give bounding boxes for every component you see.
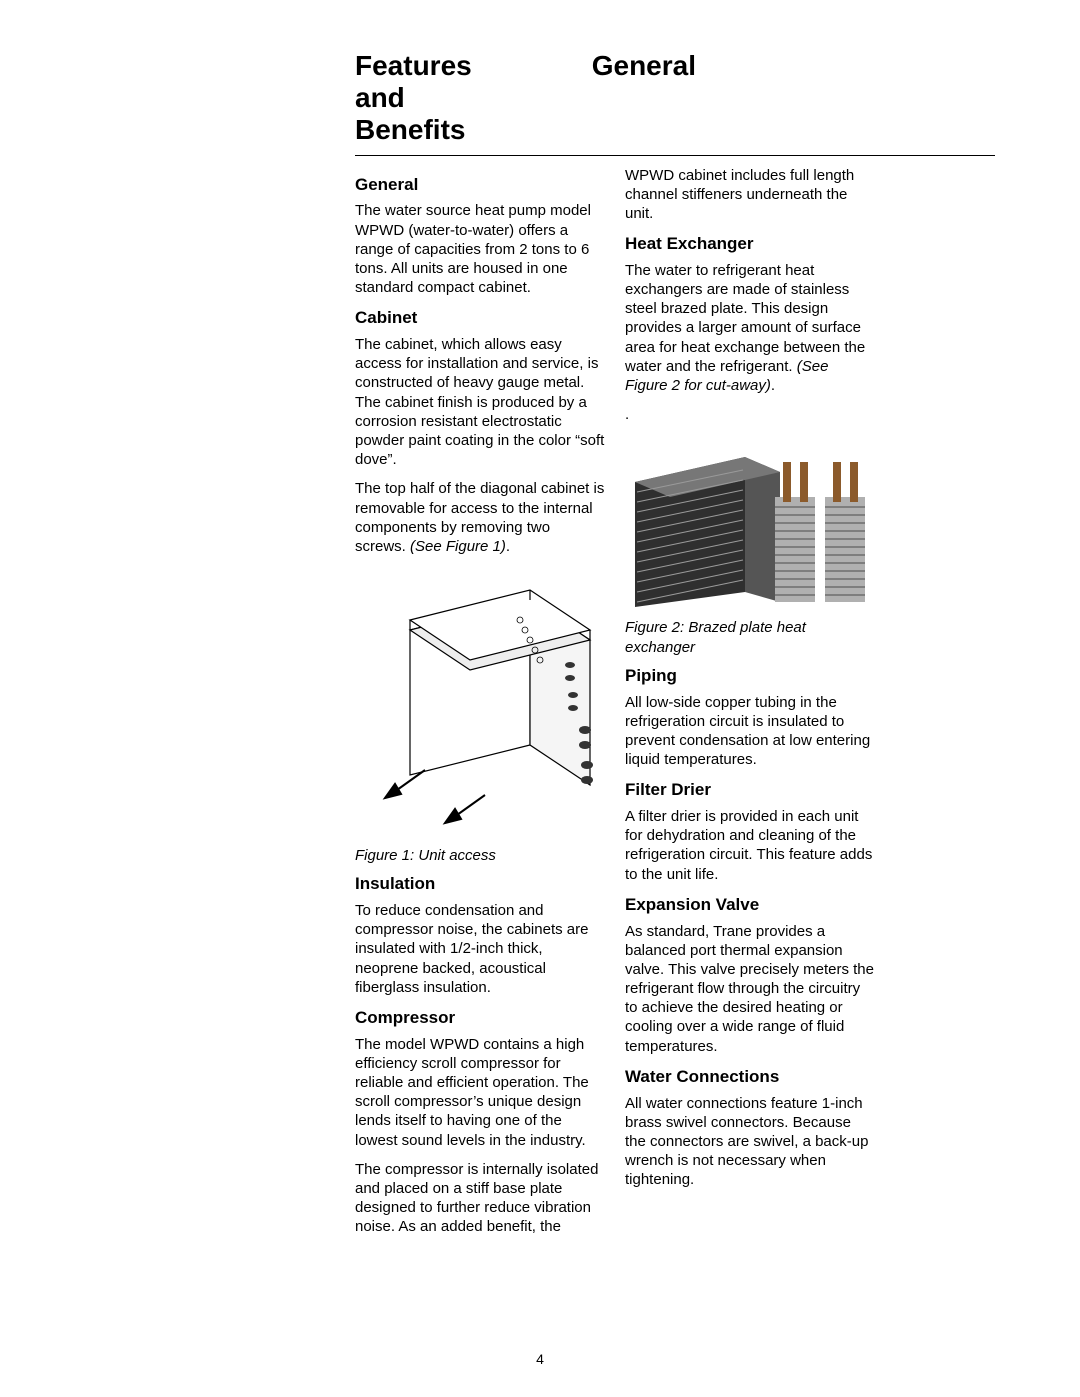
figure-1-caption: Figure 1: Unit access [355, 846, 605, 865]
para-compressor-1: The compressor is internally isolated an… [355, 1160, 605, 1237]
page-number: 4 [536, 1351, 544, 1367]
subhead-insulation: Insulation [355, 873, 605, 895]
figure-2 [625, 442, 875, 612]
subhead-piping: Piping [625, 665, 875, 687]
para-cabinet-1: The top half of the diagonal cabinet is … [355, 479, 605, 556]
para-waterconnections-0: All water connections feature 1-inch bra… [625, 1094, 875, 1190]
page-header: Features and Benefits General [355, 50, 990, 147]
right-column: WPWD cabinet includes full length channe… [625, 166, 875, 1247]
figure-2-svg [625, 442, 875, 612]
page: Features and Benefits General General Th… [0, 0, 1080, 1397]
para-general-0: The water source heat pump model WPWD (w… [355, 201, 605, 297]
header-left: Features and Benefits [355, 50, 472, 147]
para-filterdrier-0: A filter drier is provided in each unit … [625, 807, 875, 884]
para-cabinet-0: The cabinet, which allows easy access fo… [355, 335, 605, 469]
subhead-compressor: Compressor [355, 1007, 605, 1029]
para-compressor-0: The model WPWD contains a high efficienc… [355, 1035, 605, 1150]
trailing-dot: . [625, 405, 875, 424]
figure-1-svg [355, 570, 605, 840]
header-left-line3: Benefits [355, 114, 472, 146]
para-expansionvalve-0: As standard, Trane provides a balanced p… [625, 922, 875, 1056]
see-fig1-ref: (See Figure 1) [410, 538, 506, 555]
header-left-line2: and [355, 82, 472, 114]
subhead-heatexchanger: Heat Exchanger [625, 233, 875, 255]
para-insulation-0: To reduce condensation and compressor no… [355, 901, 605, 997]
header-right: General [592, 50, 696, 82]
see-fig2-ref: (See Figure 2 for cut-away) [625, 358, 828, 394]
subhead-filterdrier: Filter Drier [625, 779, 875, 801]
left-column: General The water source heat pump model… [355, 166, 605, 1247]
subhead-cabinet: Cabinet [355, 307, 605, 329]
header-left-line1: Features [355, 50, 472, 82]
body-columns: General The water source heat pump model… [355, 166, 990, 1247]
para-continuation: WPWD cabinet includes full length channe… [625, 166, 875, 224]
figure-1 [355, 570, 605, 840]
figure-2-caption: Figure 2: Brazed plate heat exchanger [625, 618, 875, 656]
subhead-general: General [355, 174, 605, 196]
para-piping-0: All low-side copper tubing in the refrig… [625, 693, 875, 770]
header-rule [355, 155, 995, 156]
subhead-waterconnections: Water Connections [625, 1066, 875, 1088]
para-heatexchanger-0: The water to refrigerant heat exchangers… [625, 261, 875, 395]
subhead-expansionvalve: Expansion Valve [625, 894, 875, 916]
